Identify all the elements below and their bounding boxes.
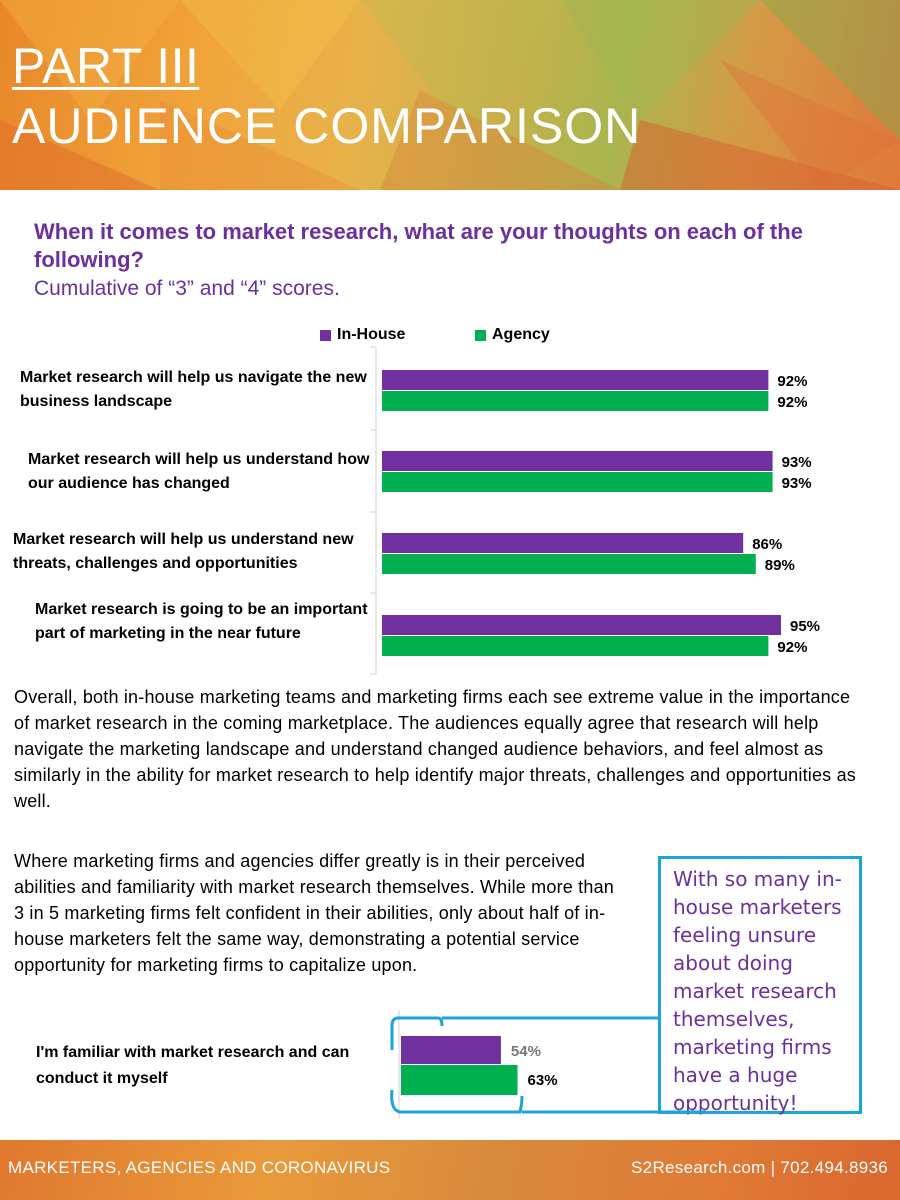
legend-label-agency: Agency [492, 326, 550, 343]
highlight-bracket [398, 1016, 444, 1027]
category-label: Market research will help us understand … [13, 531, 354, 572]
category-label: Market research will help us understand … [28, 451, 370, 492]
category-label: Market research is going to be an import… [35, 601, 368, 642]
main-chart-plot: 92% 93% 86% 95% 92% 93% 89% 92% [370, 346, 820, 675]
highlight-bracket [390, 1016, 399, 1044]
main-bar-chart: In-House Agency Market research will hel… [0, 320, 900, 680]
legend-label-in-house: In-House [337, 326, 406, 343]
familiarity-bar [401, 1065, 518, 1095]
highlight-bracket [390, 1089, 524, 1114]
footer-publication-title: MARKETERS, AGENCIES AND CORONAVIRUS [8, 1158, 391, 1177]
familiarity-bar [401, 1036, 501, 1064]
bar-agency [382, 472, 773, 492]
legend-item-in-house: In-House [320, 326, 405, 344]
familiarity-data-label: 63% [528, 1072, 558, 1089]
bar-in-house [382, 533, 744, 553]
data-label: 89% [765, 557, 795, 574]
header-title: AUDIENCE COMPARISON [12, 98, 642, 154]
legend-swatch-in-house [320, 329, 331, 341]
data-label: 93% [782, 454, 812, 471]
legend-item-agency: Agency [475, 326, 550, 344]
question-subtitle: Cumulative of “3” and “4” scores. [34, 277, 340, 300]
bar-agency [382, 636, 769, 656]
footer-contact: S2Research.com | 702.494.8936 [631, 1158, 888, 1177]
familiarity-data-label: 54% [511, 1043, 541, 1060]
callout-box: With so many in-house marketers feeling … [658, 856, 862, 1115]
bar-in-house [382, 370, 769, 390]
familiarity-category-label: I'm familiar with market research and ca… [36, 1044, 350, 1087]
body-paragraph-differences: Where marketing firms and agencies diffe… [14, 851, 615, 975]
footer-bar: MARKETERS, AGENCIES AND CORONAVIRUS S2Re… [0, 1140, 900, 1200]
header-background [0, 0, 900, 190]
data-label: 92% [777, 373, 807, 390]
callout-text: With so many in-house marketers feeling … [673, 867, 842, 1115]
data-label: 92% [777, 639, 807, 656]
data-label: 92% [777, 394, 807, 411]
bar-in-house [382, 451, 773, 471]
bar-agency [382, 391, 769, 411]
question-text: When it comes to market research, what a… [34, 219, 803, 272]
header-part: PART III [12, 38, 200, 94]
header-banner: PART III AUDIENCE COMPARISON [0, 0, 900, 190]
data-label: 93% [782, 475, 812, 492]
data-label: 95% [790, 618, 820, 635]
familiarity-bar-chart: 54% 63% [390, 1010, 706, 1118]
bar-agency [382, 554, 756, 574]
bar-in-house [382, 615, 781, 635]
body-paragraph-overall: Overall, both in-house marketing teams a… [14, 687, 856, 811]
data-label: 86% [752, 536, 782, 553]
legend-swatch-agency [475, 329, 486, 341]
category-label: Market research will help us navigate th… [20, 369, 367, 410]
